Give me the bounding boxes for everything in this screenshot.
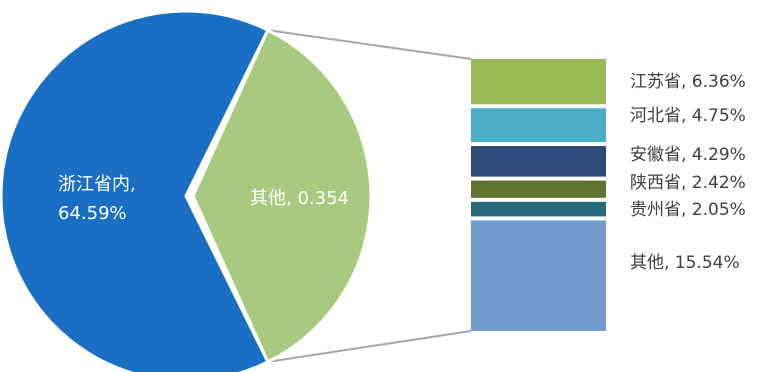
bar-label-0: 江苏省, 6.36% — [630, 72, 746, 92]
bar-segment-4 — [471, 201, 606, 217]
bar-segment-3 — [471, 180, 606, 198]
connector-lines — [267, 29, 472, 363]
pie-label-zhejiang-line2: 64.59% — [58, 203, 127, 224]
pie-slice-other — [191, 28, 373, 364]
data-labels: 江苏省, 6.36% 河北省, 4.75% 安徽省, 4.29% 陕西省, 2.42%… — [58, 72, 746, 273]
bar-label-1: 河北省, 4.75% — [630, 106, 746, 126]
stacked-bar — [471, 59, 606, 331]
connector-top — [267, 29, 472, 60]
bar-label-5: 其他, 15.54% — [630, 253, 740, 273]
bar-segment-1 — [471, 108, 606, 143]
bar-segment-2 — [471, 146, 606, 177]
pie-label-other: 其他, 0.354 — [250, 188, 349, 209]
pie-slice-zhejiang — [0, 9, 270, 372]
bar-label-2: 安徽省, 4.29% — [630, 145, 746, 165]
pie — [0, 9, 373, 372]
connector-bottom — [267, 330, 472, 363]
bar-label-3: 陕西省, 2.42% — [630, 173, 746, 193]
bar-segment-0 — [471, 59, 606, 105]
pie-label-zhejiang-line1: 浙江省内, — [58, 174, 136, 195]
bar-segment-5 — [471, 220, 606, 331]
bar-label-4: 贵州省, 2.05% — [630, 200, 746, 220]
